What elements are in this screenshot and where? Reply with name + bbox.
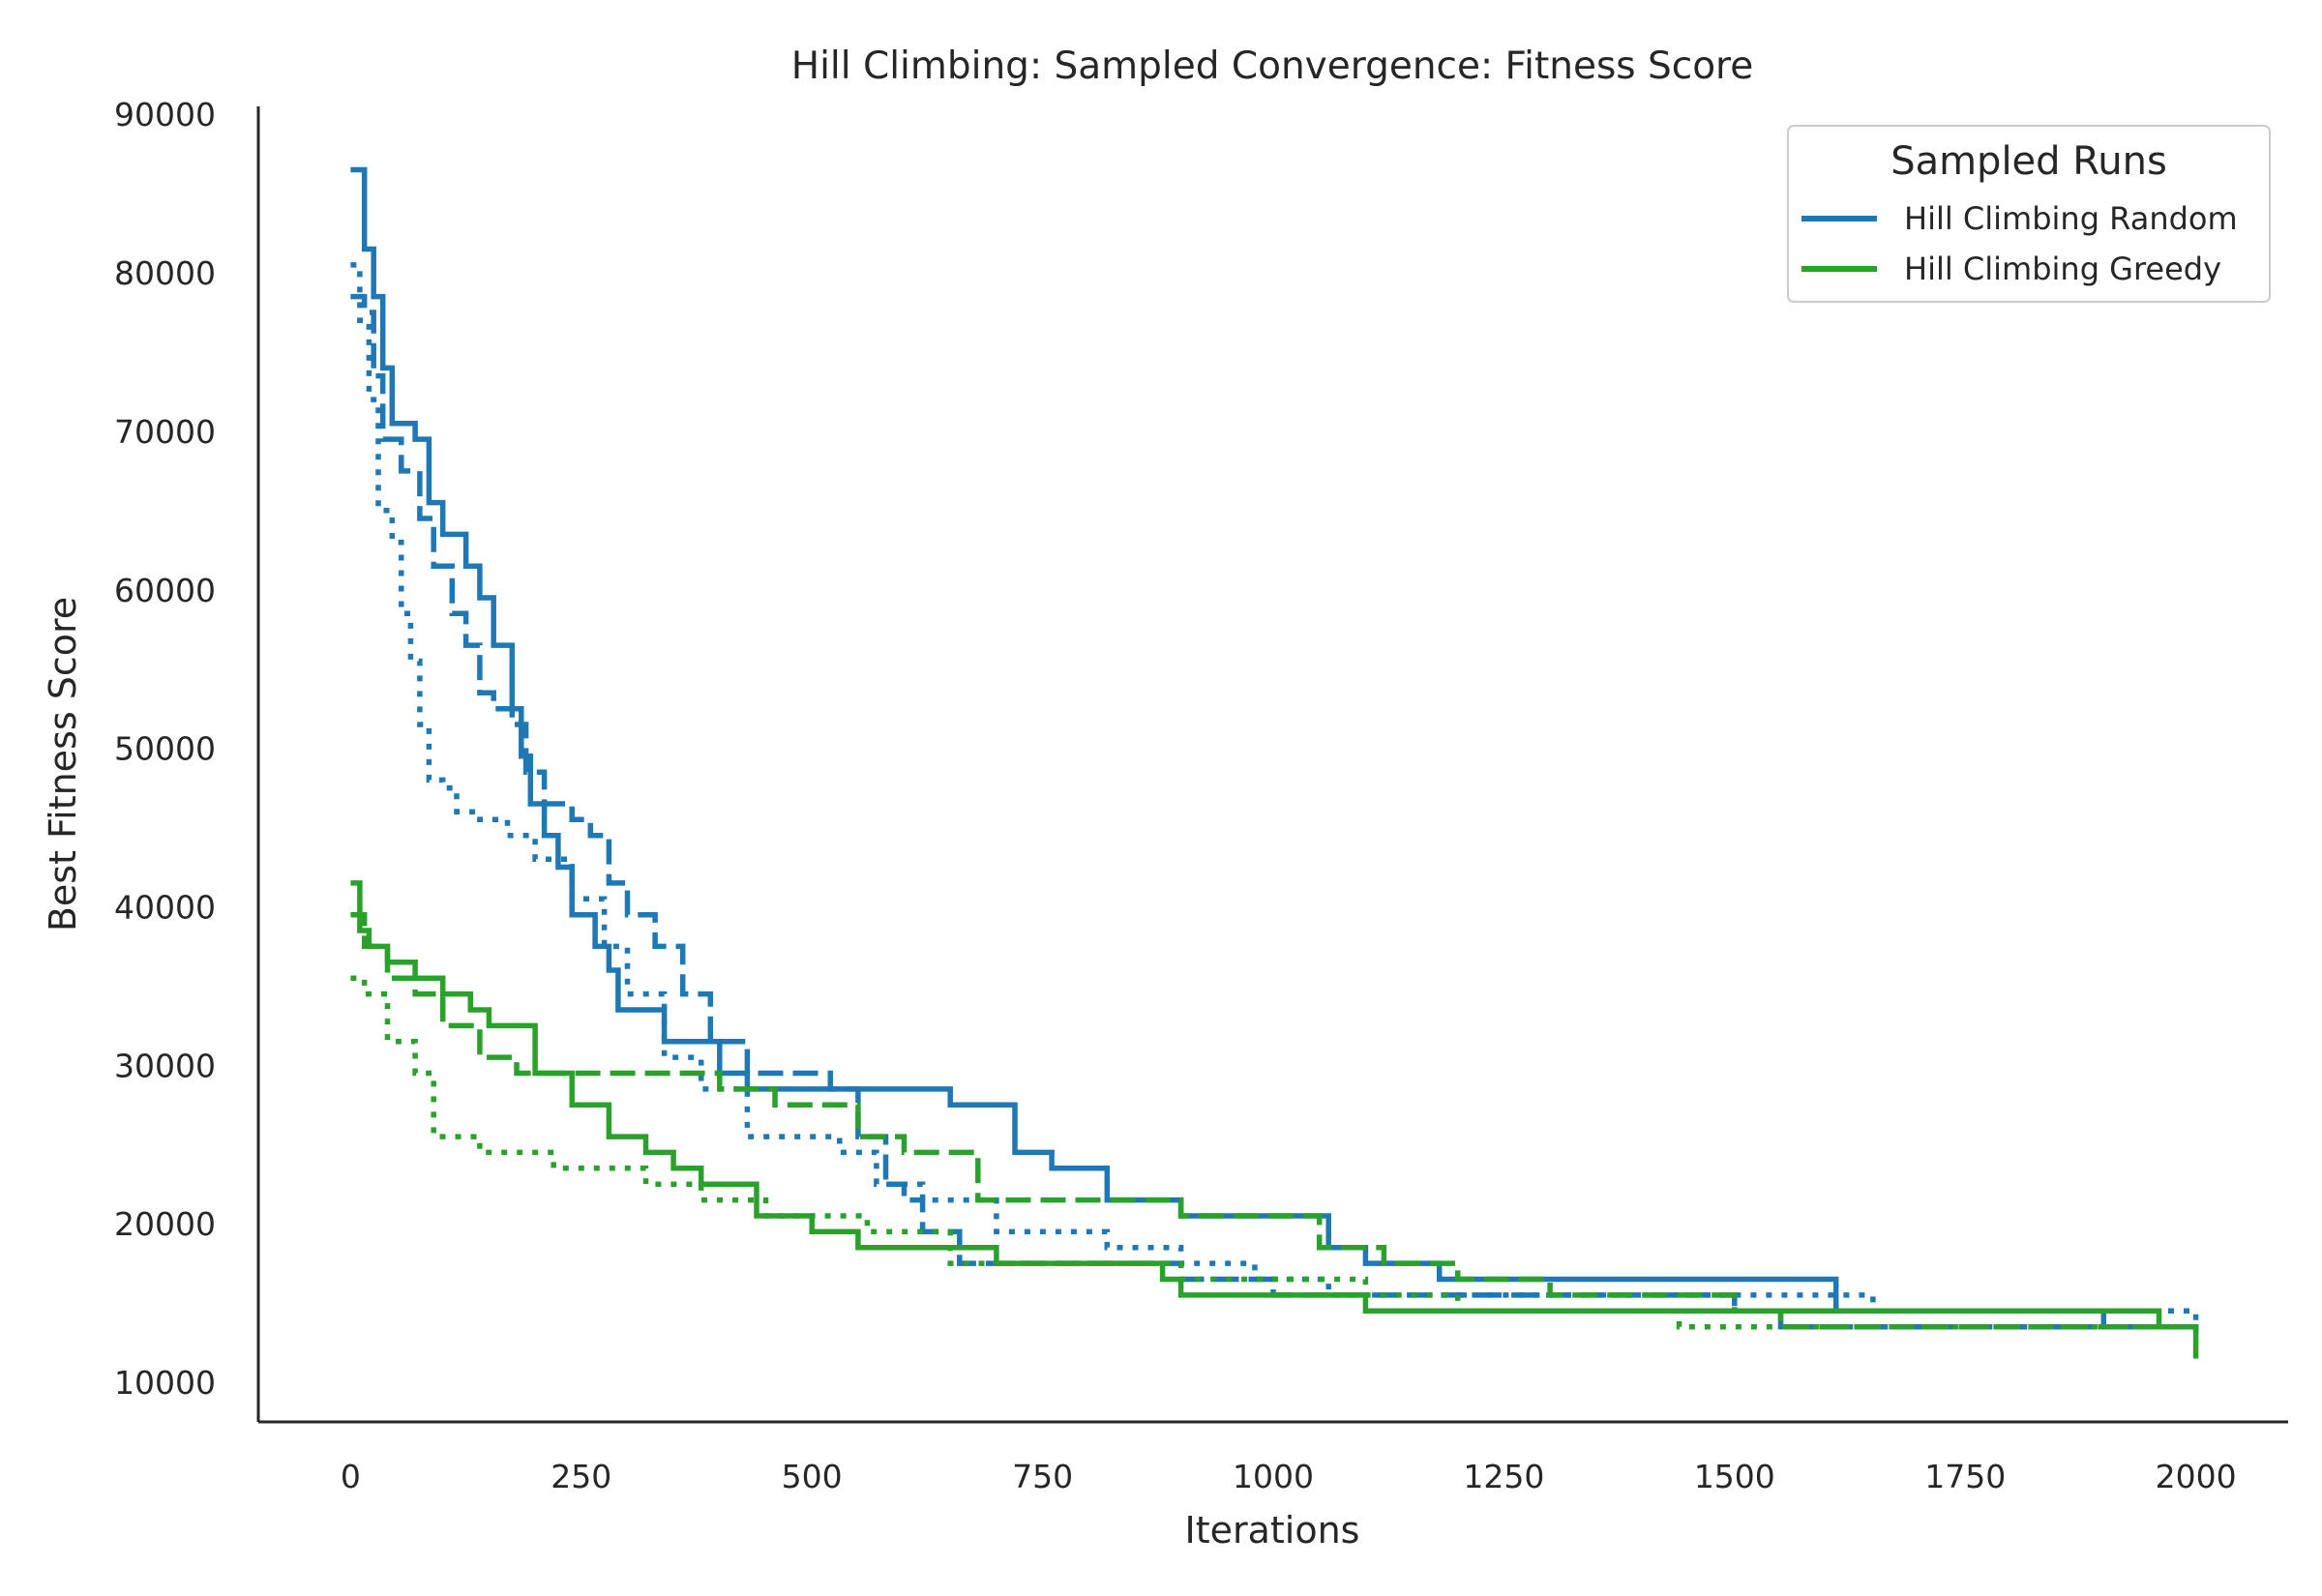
y-tick-label: 80000 (114, 254, 216, 292)
y-axis-label: Best Fitness Score (42, 597, 84, 931)
x-tick-label: 250 (551, 1458, 611, 1495)
x-tick-label: 2000 (2156, 1458, 2237, 1495)
series-line-5 (350, 975, 2196, 1330)
x-ticks: 0 250 500 750 1000 1250 1500 1750 2000 (341, 1458, 2237, 1495)
x-axis-label: Iterations (1185, 1509, 1360, 1552)
y-tick-label: 30000 (114, 1047, 216, 1084)
series-line-3 (350, 880, 2199, 1359)
x-tick-label: 500 (782, 1458, 843, 1495)
y-tick-label: 40000 (114, 888, 216, 926)
legend-frame (1787, 125, 2271, 303)
y-tick-label: 50000 (114, 730, 216, 768)
y-ticks: 10000 20000 30000 40000 50000 60000 70000 80000… (114, 96, 216, 1402)
chart-title: Hill Climbing: Sampled Convergence: Fitn… (791, 44, 1753, 88)
series-line-1 (350, 293, 2199, 1344)
x-tick-label: 1000 (1233, 1458, 1314, 1495)
series-line-4 (350, 911, 2196, 1330)
y-tick-label: 60000 (114, 572, 216, 609)
y-tick-label: 90000 (114, 96, 216, 133)
y-tick-label: 10000 (114, 1364, 216, 1402)
legend-label-greedy: Hill Climbing Greedy (1904, 251, 2221, 287)
y-tick-label: 20000 (114, 1205, 216, 1243)
legend-label-random: Hill Climbing Random (1904, 200, 2238, 237)
legend-title: Sampled Runs (1890, 139, 2167, 184)
x-tick-label: 1250 (1463, 1458, 1544, 1495)
x-tick-label: 750 (1012, 1458, 1073, 1495)
y-tick-label: 70000 (114, 413, 216, 451)
x-tick-label: 1500 (1694, 1458, 1775, 1495)
series-line-2 (350, 262, 2199, 1327)
legend: Sampled Runs Hill Climbing Random Hill C… (1787, 125, 2271, 303)
x-tick-label: 0 (341, 1458, 361, 1495)
series-line-0 (350, 166, 2196, 1330)
x-tick-label: 1750 (1924, 1458, 2006, 1495)
plot-lines (350, 166, 2199, 1359)
